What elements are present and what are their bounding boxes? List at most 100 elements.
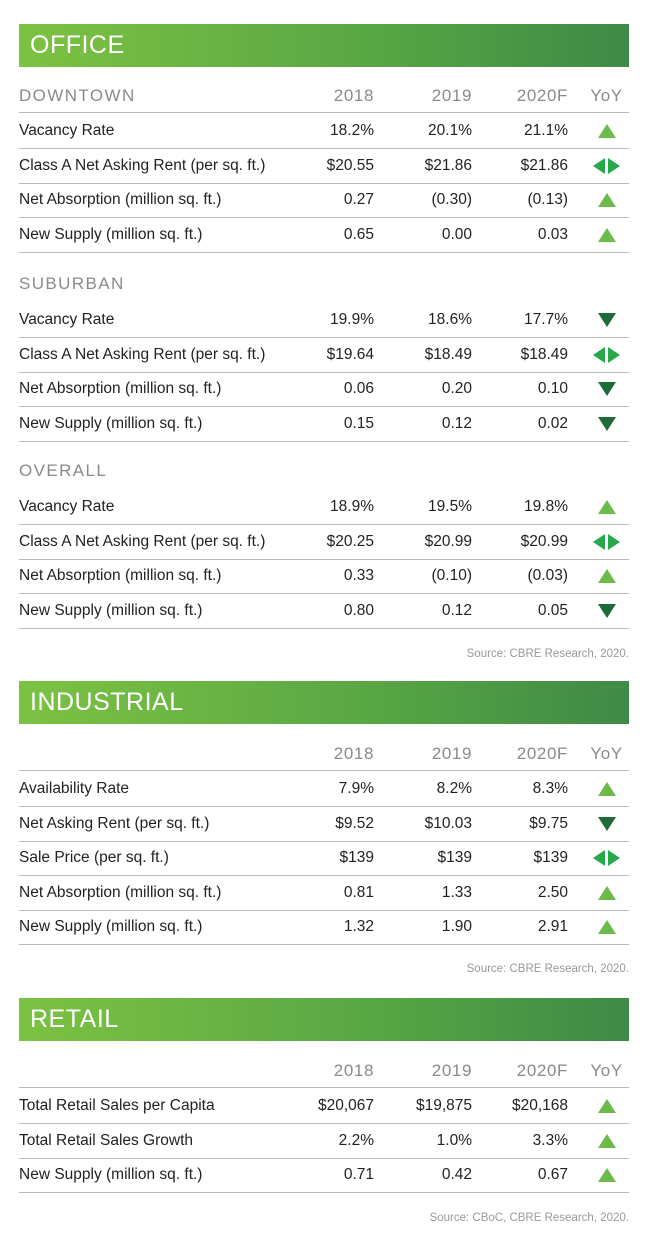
trend-up-icon bbox=[584, 1124, 629, 1158]
value-2018: $20.25 bbox=[326, 532, 374, 550]
value-2019: 0.12 bbox=[441, 414, 472, 432]
row-label: Class A Net Asking Rent (per sq. ft.) bbox=[19, 532, 266, 550]
value-2020f: 0.03 bbox=[537, 225, 568, 243]
value-2019: 0.12 bbox=[441, 601, 472, 619]
value-2020f: 0.02 bbox=[537, 414, 568, 432]
industrial-header-row: 2018 2019 2020F YoY bbox=[19, 738, 629, 771]
row-label: Net Absorption (million sq. ft.) bbox=[19, 380, 222, 398]
value-2019: 20.1% bbox=[428, 122, 472, 139]
value-2019: $18.49 bbox=[424, 345, 472, 363]
table-row: Availability Rate 7.9% 8.2% 8.3% bbox=[19, 772, 629, 807]
row-label: New Supply (million sq. ft.) bbox=[19, 918, 203, 936]
value-2019: $10.03 bbox=[424, 814, 472, 832]
trend-flat-icon bbox=[584, 149, 629, 183]
value-2019: (0.30) bbox=[431, 191, 473, 209]
trend-flat-icon bbox=[584, 525, 629, 559]
value-2018: 0.71 bbox=[343, 1166, 374, 1184]
trend-down-icon bbox=[584, 303, 629, 337]
table-row: New Supply (million sq. ft.) 0.71 0.42 0.67 bbox=[19, 1158, 629, 1194]
table-row: New Supply (million sq. ft.) 0.65 0.00 0.03 bbox=[19, 218, 629, 253]
value-2019: (0.10) bbox=[431, 567, 473, 585]
table-row: New Supply (million sq. ft.) 0.15 0.12 0.02 bbox=[19, 407, 629, 442]
value-2019: 1.0% bbox=[436, 1131, 472, 1149]
retail-banner: RETAIL bbox=[19, 998, 629, 1041]
value-2019: 8.2% bbox=[436, 780, 472, 797]
table-row: Vacancy Rate 18.9% 19.5% 19.8% bbox=[19, 490, 629, 525]
downtown-heading: DOWNTOWN bbox=[19, 86, 136, 105]
office-source: Source: CBRE Research, 2020. bbox=[466, 648, 629, 660]
value-2018: 0.15 bbox=[343, 414, 374, 432]
value-2018: 0.27 bbox=[343, 191, 374, 209]
value-2020f: $20,168 bbox=[511, 1097, 568, 1114]
table-row: Net Asking Rent (per sq. ft.) $9.52 $10.03… bbox=[19, 807, 629, 842]
suburban-heading: SUBURBAN bbox=[19, 274, 125, 293]
value-2018: $20,067 bbox=[317, 1097, 374, 1114]
value-2020f: $139 bbox=[533, 849, 568, 867]
row-label: Class A Net Asking Rent (per sq. ft.) bbox=[19, 156, 266, 174]
col-2018: 2018 bbox=[333, 744, 374, 763]
row-label: Availability Rate bbox=[19, 780, 129, 797]
value-2018: $9.52 bbox=[335, 814, 374, 832]
row-label: Total Retail Sales Growth bbox=[19, 1131, 194, 1149]
value-2020f: 19.8% bbox=[524, 498, 568, 515]
col-yoy: YoY bbox=[590, 744, 623, 763]
value-2020f: 0.05 bbox=[537, 601, 568, 619]
value-2018: 0.80 bbox=[343, 601, 374, 619]
trend-down-icon bbox=[584, 407, 629, 441]
trend-up-icon bbox=[584, 1089, 629, 1123]
value-2019: $21.86 bbox=[424, 156, 472, 174]
value-2020f: 21.1% bbox=[524, 122, 568, 139]
table-row: Net Absorption (million sq. ft.) 0.33 (0.1… bbox=[19, 559, 629, 595]
trend-down-icon bbox=[584, 372, 629, 406]
table-row: Net Absorption (million sq. ft.) 0.06 0.20… bbox=[19, 372, 629, 408]
trend-up-icon bbox=[584, 490, 629, 524]
table-row: Vacancy Rate 18.2% 20.1% 21.1% bbox=[19, 114, 629, 149]
trend-up-icon bbox=[584, 876, 629, 910]
col-2020f: 2020F bbox=[516, 1061, 568, 1080]
row-label: Net Absorption (million sq. ft.) bbox=[19, 191, 222, 209]
trend-down-icon bbox=[584, 594, 629, 628]
col-2020f: 2020F bbox=[516, 86, 568, 105]
value-2018: $20.55 bbox=[326, 156, 374, 174]
row-label: Net Asking Rent (per sq. ft.) bbox=[19, 814, 210, 832]
trend-flat-icon bbox=[584, 841, 629, 875]
row-label: Total Retail Sales per Capita bbox=[19, 1097, 215, 1114]
value-2020f: 2.50 bbox=[537, 883, 568, 901]
value-2020f: 0.10 bbox=[537, 380, 568, 398]
value-2019: 1.90 bbox=[441, 918, 472, 936]
value-2020f: $21.86 bbox=[520, 156, 568, 174]
row-label: New Supply (million sq. ft.) bbox=[19, 1166, 203, 1184]
value-2019: 0.20 bbox=[441, 380, 472, 398]
value-2018: 0.65 bbox=[343, 225, 374, 243]
overall-heading: OVERALL bbox=[19, 461, 108, 480]
value-2018: 1.32 bbox=[343, 918, 374, 936]
value-2020f: $9.75 bbox=[529, 814, 568, 832]
trend-flat-icon bbox=[584, 338, 629, 372]
value-2020f: 3.3% bbox=[532, 1131, 568, 1149]
value-2019: $19,875 bbox=[415, 1097, 472, 1114]
trend-up-icon bbox=[584, 218, 629, 252]
row-label: Net Absorption (million sq. ft.) bbox=[19, 883, 222, 901]
value-2020f: $18.49 bbox=[520, 345, 568, 363]
col-2018: 2018 bbox=[333, 86, 374, 105]
trend-up-icon bbox=[584, 1158, 629, 1192]
row-label: New Supply (million sq. ft.) bbox=[19, 225, 203, 243]
value-2018: 19.9% bbox=[330, 311, 374, 328]
row-label: Sale Price (per sq. ft.) bbox=[19, 849, 169, 867]
value-2020f: 0.67 bbox=[537, 1166, 568, 1184]
row-label: New Supply (million sq. ft.) bbox=[19, 601, 203, 619]
trend-up-icon bbox=[584, 114, 629, 148]
value-2019: $139 bbox=[437, 849, 472, 867]
row-label: Vacancy Rate bbox=[19, 311, 115, 328]
value-2018: 18.2% bbox=[330, 122, 374, 139]
value-2020f: (0.13) bbox=[527, 191, 569, 209]
value-2018: 0.33 bbox=[343, 567, 374, 585]
table-row: Class A Net Asking Rent (per sq. ft.) $19… bbox=[19, 338, 629, 373]
table-row: Class A Net Asking Rent (per sq. ft.) $20… bbox=[19, 525, 629, 560]
industrial-source: Source: CBRE Research, 2020. bbox=[466, 963, 629, 975]
table-row: Net Absorption (million sq. ft.) 0.27 (0.3… bbox=[19, 183, 629, 219]
table-row: Total Retail Sales Growth 2.2% 1.0% 3.3% bbox=[19, 1124, 629, 1159]
value-2018: 2.2% bbox=[338, 1131, 374, 1149]
col-2019: 2019 bbox=[431, 86, 472, 105]
row-label: Vacancy Rate bbox=[19, 122, 115, 139]
